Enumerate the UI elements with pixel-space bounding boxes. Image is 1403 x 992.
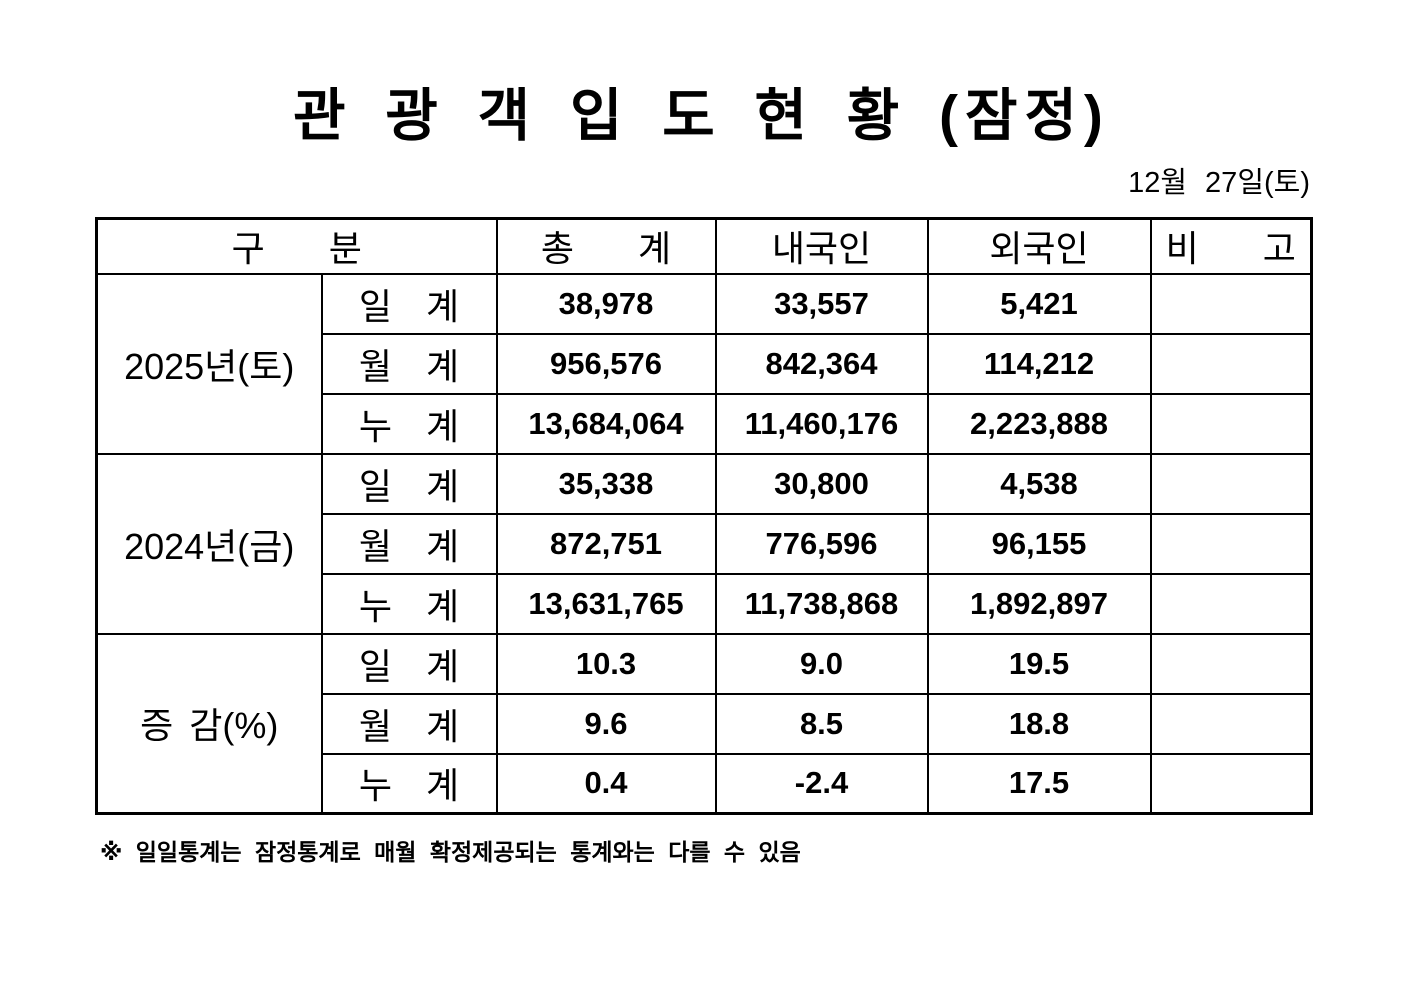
table-row-change-monthly: 월 계 9.6 8.5 18.8 (97, 692, 1313, 755)
domestic-value: 8.5 (714, 692, 929, 755)
col-header-note: 비 고 (1149, 217, 1313, 275)
domestic-value: -2.4 (714, 752, 929, 815)
row-label-daily: 일 계 (320, 632, 498, 695)
note-cell (1149, 452, 1313, 515)
page-title: 관 광 객 입 도 현 황 (잠정) (293, 84, 1110, 148)
foreign-value: 4,538 (926, 452, 1152, 515)
group-label-change-pct: 증 감(%) (95, 632, 323, 815)
domestic-value: 33,557 (714, 272, 929, 335)
footnote: ※ 일일통계는 잠정통계로 매월 확정제공되는 통계와는 다를 수 있음 (100, 839, 801, 865)
table-row-change-daily: 증 감(%) 일 계 10.3 9.0 19.5 (95, 632, 1313, 815)
foreign-value: 96,155 (926, 512, 1152, 575)
total-value: 38,978 (495, 272, 717, 335)
total-value: 0.4 (495, 752, 717, 815)
total-value: 9.6 (495, 692, 717, 755)
note-cell (1149, 632, 1313, 695)
foreign-value: 114,212 (926, 332, 1152, 395)
row-label-daily: 일 계 (320, 272, 498, 335)
table-row-change-cumulative: 누 계 0.4 -2.4 17.5 (97, 752, 1313, 815)
table-row-2024-cumulative: 누 계 13,631,765 11,738,868 1,892,897 (97, 572, 1313, 635)
foreign-value: 5,421 (926, 272, 1152, 335)
note-cell (1149, 332, 1313, 395)
table-row-2025-monthly: 월 계 956,576 842,364 114,212 (97, 332, 1313, 395)
row-label-cumulative: 누 계 (320, 752, 498, 815)
total-value: 956,576 (495, 332, 717, 395)
total-value: 10.3 (495, 632, 717, 695)
total-value: 13,631,765 (495, 572, 717, 635)
foreign-value: 19.5 (926, 632, 1152, 695)
header-row: 구 분 총 계 내국인 외국인 비 고 (95, 217, 1313, 275)
row-label-cumulative: 누 계 (320, 392, 498, 455)
row-label-daily: 일 계 (320, 452, 498, 515)
note-cell (1149, 572, 1313, 635)
col-header-foreign: 외국인 (926, 217, 1152, 275)
note-cell (1149, 272, 1313, 335)
row-label-monthly: 월 계 (320, 332, 498, 395)
domestic-value: 11,738,868 (714, 572, 929, 635)
foreign-value: 17.5 (926, 752, 1152, 815)
foreign-value: 1,892,897 (926, 572, 1152, 635)
table-row-2024-monthly: 월 계 872,751 776,596 96,155 (97, 512, 1313, 575)
row-label-cumulative: 누 계 (320, 572, 498, 635)
domestic-value: 842,364 (714, 332, 929, 395)
row-label-monthly: 월 계 (320, 692, 498, 755)
col-header-domestic: 내국인 (714, 217, 929, 275)
row-label-monthly: 월 계 (320, 512, 498, 575)
col-header-category: 구 분 (95, 217, 498, 275)
group-label-2025: 2025년(토) (95, 272, 323, 455)
domestic-value: 11,460,176 (714, 392, 929, 455)
table-row-2025-cumulative: 누 계 13,684,064 11,460,176 2,223,888 (97, 392, 1313, 455)
table-row-2025-daily: 2025년(토) 일 계 38,978 33,557 5,421 (95, 272, 1313, 455)
foreign-value: 2,223,888 (926, 392, 1152, 455)
tourist-stats-table: 구 분 총 계 내국인 외국인 비 고 2025년(토) 일 계 38,978 … (95, 217, 1313, 815)
note-cell (1149, 692, 1313, 755)
total-value: 872,751 (495, 512, 717, 575)
note-cell (1149, 392, 1313, 455)
note-cell (1149, 752, 1313, 815)
domestic-value: 30,800 (714, 452, 929, 515)
domestic-value: 9.0 (714, 632, 929, 695)
foreign-value: 18.8 (926, 692, 1152, 755)
group-label-2024: 2024년(금) (95, 452, 323, 635)
report-date: 12월 27일(토) (1128, 167, 1310, 199)
table-row-2024-daily: 2024년(금) 일 계 35,338 30,800 4,538 (95, 452, 1313, 635)
note-cell (1149, 512, 1313, 575)
col-header-total: 총 계 (495, 217, 717, 275)
total-value: 35,338 (495, 452, 717, 515)
domestic-value: 776,596 (714, 512, 929, 575)
total-value: 13,684,064 (495, 392, 717, 455)
